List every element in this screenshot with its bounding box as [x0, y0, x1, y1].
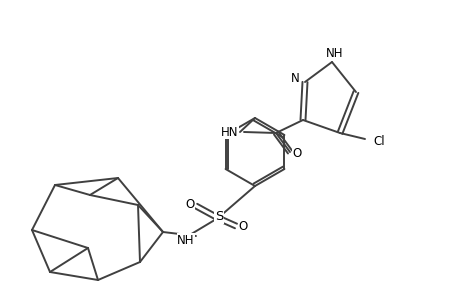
- Text: N: N: [290, 71, 299, 85]
- Text: O: O: [238, 220, 247, 232]
- Text: NH: NH: [177, 233, 194, 247]
- Text: Cl: Cl: [372, 134, 384, 148]
- Text: HN: HN: [221, 125, 238, 139]
- Text: O: O: [185, 197, 194, 211]
- Text: S: S: [214, 211, 223, 224]
- Text: O: O: [292, 146, 301, 160]
- Text: NH: NH: [325, 46, 343, 59]
- Text: NH: NH: [177, 233, 194, 247]
